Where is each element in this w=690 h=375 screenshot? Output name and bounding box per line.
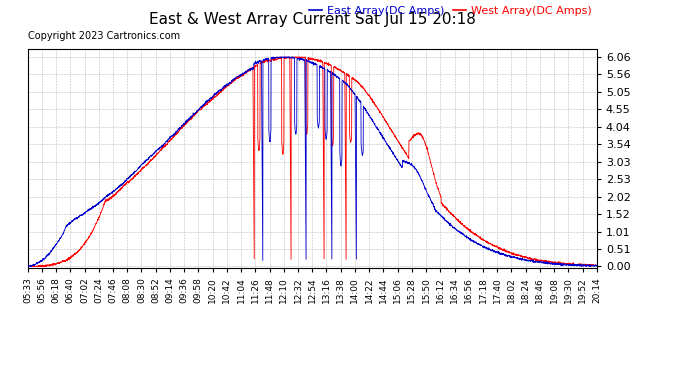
Title: East & West Array Current Sat Jul 15 20:18: East & West Array Current Sat Jul 15 20:… [149, 12, 475, 27]
Text: Copyright 2023 Cartronics.com: Copyright 2023 Cartronics.com [28, 32, 179, 41]
Legend: East Array(DC Amps), West Array(DC Amps): East Array(DC Amps), West Array(DC Amps) [308, 6, 591, 16]
